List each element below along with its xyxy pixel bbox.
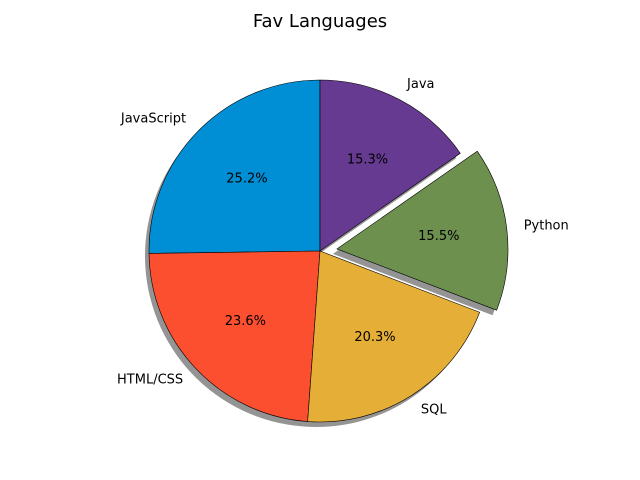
pie-labels: JavaScript 25.2% HTML/CSS 23.6% SQL 20.3% Pyth…: [117, 77, 569, 418]
slice-percent-sql: 20.3%: [354, 330, 395, 345]
wedge-python: [336, 150, 509, 311]
slice-label-javascript: JavaScript: [120, 111, 186, 126]
wedge-javascript: [148, 79, 321, 254]
pie-wedges: [148, 79, 509, 423]
slice-label-python: Python: [524, 219, 569, 234]
slice-label-java: Java: [406, 77, 434, 92]
slice-label-sql: SQL: [421, 402, 447, 417]
slice-percent-html-css: 23.6%: [225, 314, 266, 329]
wedge-java: [319, 79, 461, 252]
slice-percent-python: 15.5%: [418, 229, 459, 244]
slice-percent-java: 15.3%: [347, 153, 388, 168]
wedge-sql: [307, 250, 481, 423]
wedge-html-css: [148, 250, 321, 422]
slice-label-html-css: HTML/CSS: [117, 373, 183, 388]
slice-percent-javascript: 25.2%: [226, 171, 267, 186]
chart-title: Fav Languages: [252, 11, 388, 32]
